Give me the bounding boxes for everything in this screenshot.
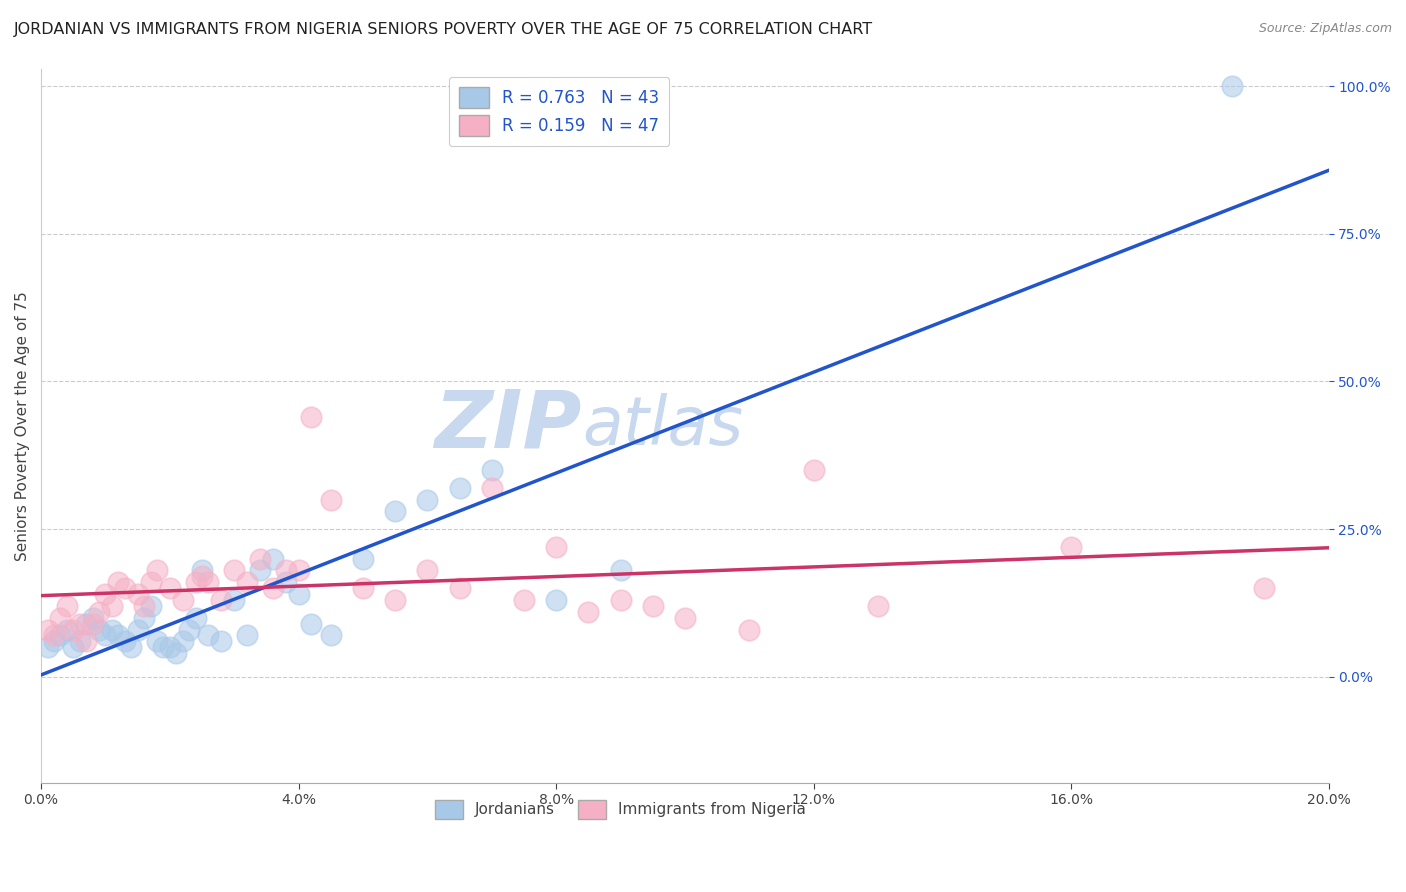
Text: atlas: atlas bbox=[582, 392, 742, 458]
Point bbox=[159, 581, 181, 595]
Point bbox=[120, 640, 142, 655]
Point bbox=[139, 575, 162, 590]
Point bbox=[301, 616, 323, 631]
Point bbox=[127, 623, 149, 637]
Point bbox=[75, 616, 97, 631]
Point bbox=[101, 599, 124, 613]
Point bbox=[513, 593, 536, 607]
Point bbox=[384, 593, 406, 607]
Point bbox=[191, 564, 214, 578]
Point bbox=[107, 628, 129, 642]
Point bbox=[249, 551, 271, 566]
Point bbox=[449, 581, 471, 595]
Point bbox=[82, 616, 104, 631]
Point bbox=[1253, 581, 1275, 595]
Point bbox=[274, 564, 297, 578]
Point bbox=[236, 575, 259, 590]
Point bbox=[69, 616, 91, 631]
Point bbox=[172, 593, 194, 607]
Point bbox=[107, 575, 129, 590]
Point bbox=[56, 623, 79, 637]
Point bbox=[236, 628, 259, 642]
Point bbox=[127, 587, 149, 601]
Point bbox=[146, 564, 169, 578]
Point bbox=[319, 628, 342, 642]
Point bbox=[416, 564, 439, 578]
Point bbox=[114, 634, 136, 648]
Point bbox=[132, 610, 155, 624]
Point bbox=[546, 540, 568, 554]
Y-axis label: Seniors Poverty Over the Age of 75: Seniors Poverty Over the Age of 75 bbox=[15, 291, 30, 561]
Point bbox=[87, 605, 110, 619]
Point bbox=[209, 634, 232, 648]
Legend: Jordanians, Immigrants from Nigeria: Jordanians, Immigrants from Nigeria bbox=[429, 794, 811, 825]
Point bbox=[114, 581, 136, 595]
Point bbox=[803, 463, 825, 477]
Point bbox=[641, 599, 664, 613]
Point bbox=[146, 634, 169, 648]
Point bbox=[262, 581, 284, 595]
Point bbox=[384, 504, 406, 518]
Point bbox=[94, 628, 117, 642]
Point bbox=[352, 581, 374, 595]
Point bbox=[94, 587, 117, 601]
Point bbox=[101, 623, 124, 637]
Point bbox=[576, 605, 599, 619]
Point bbox=[165, 646, 187, 660]
Point bbox=[152, 640, 174, 655]
Point bbox=[866, 599, 889, 613]
Point bbox=[287, 587, 309, 601]
Point bbox=[416, 492, 439, 507]
Point bbox=[481, 481, 503, 495]
Point bbox=[449, 481, 471, 495]
Point bbox=[62, 623, 84, 637]
Point bbox=[184, 575, 207, 590]
Point bbox=[287, 564, 309, 578]
Text: ZIP: ZIP bbox=[434, 387, 582, 465]
Point bbox=[209, 593, 232, 607]
Point bbox=[159, 640, 181, 655]
Point bbox=[197, 628, 219, 642]
Point bbox=[62, 640, 84, 655]
Point bbox=[481, 463, 503, 477]
Point bbox=[738, 623, 761, 637]
Point bbox=[1060, 540, 1083, 554]
Point bbox=[179, 623, 201, 637]
Point bbox=[224, 564, 246, 578]
Point bbox=[274, 575, 297, 590]
Point bbox=[139, 599, 162, 613]
Point bbox=[609, 593, 631, 607]
Point bbox=[673, 610, 696, 624]
Point bbox=[69, 634, 91, 648]
Point bbox=[87, 623, 110, 637]
Text: JORDANIAN VS IMMIGRANTS FROM NIGERIA SENIORS POVERTY OVER THE AGE OF 75 CORRELAT: JORDANIAN VS IMMIGRANTS FROM NIGERIA SEN… bbox=[14, 22, 873, 37]
Point bbox=[172, 634, 194, 648]
Point bbox=[75, 634, 97, 648]
Point bbox=[37, 640, 59, 655]
Point bbox=[546, 593, 568, 607]
Point bbox=[1220, 79, 1243, 94]
Point bbox=[249, 564, 271, 578]
Point bbox=[301, 409, 323, 424]
Point bbox=[224, 593, 246, 607]
Point bbox=[197, 575, 219, 590]
Text: Source: ZipAtlas.com: Source: ZipAtlas.com bbox=[1258, 22, 1392, 36]
Point bbox=[262, 551, 284, 566]
Point bbox=[319, 492, 342, 507]
Point bbox=[184, 610, 207, 624]
Point bbox=[42, 628, 65, 642]
Point bbox=[37, 623, 59, 637]
Point bbox=[352, 551, 374, 566]
Point bbox=[191, 569, 214, 583]
Point bbox=[82, 610, 104, 624]
Point bbox=[49, 610, 72, 624]
Point bbox=[609, 564, 631, 578]
Point bbox=[132, 599, 155, 613]
Point bbox=[49, 628, 72, 642]
Point bbox=[42, 634, 65, 648]
Point bbox=[56, 599, 79, 613]
